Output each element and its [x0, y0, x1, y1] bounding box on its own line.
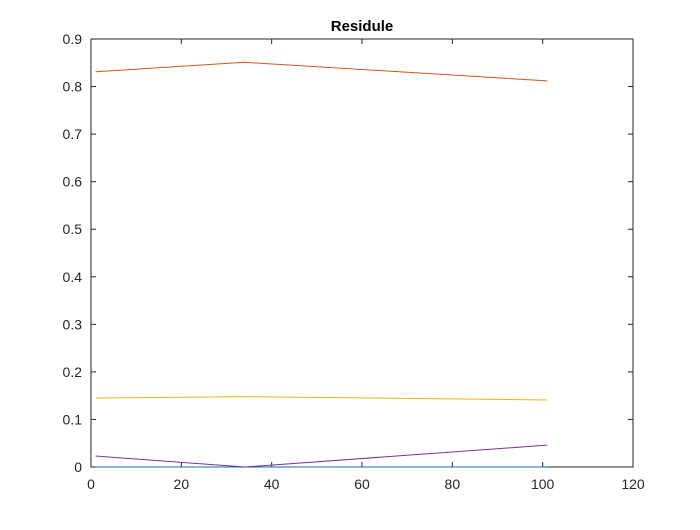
- y-tick-label: 0.4: [63, 269, 83, 285]
- x-tick-label: 20: [174, 476, 190, 492]
- y-tick-label: 0.2: [63, 364, 83, 380]
- y-tick-label: 0.6: [63, 174, 83, 190]
- series-line-2: [95, 61, 548, 82]
- chart-title: Residule: [331, 18, 394, 35]
- y-tick-label: 0.9: [63, 31, 83, 47]
- x-tick-label: 100: [531, 476, 555, 492]
- y-tick-label: 0.3: [63, 316, 83, 332]
- series-line-4: [95, 444, 548, 468]
- y-tick-label: 0: [74, 459, 82, 475]
- labels-layer: 0 20 40 60 80 100 120 0 0.1 0.2 0.3 0.4 0.5 0.6 0.7 0.8…: [63, 31, 645, 492]
- y-tick-label: 0.1: [63, 411, 83, 427]
- y-tick-label: 0.8: [63, 79, 83, 95]
- y-tick-label: 0.5: [63, 221, 83, 237]
- series-line-3: [95, 396, 548, 401]
- ticks-layer: [90, 38, 634, 468]
- x-tick-label: 0: [87, 476, 95, 492]
- x-tick-label: 60: [354, 476, 370, 492]
- x-tick-label: 80: [445, 476, 461, 492]
- plot-area: [90, 38, 634, 468]
- series-layer: [95, 61, 548, 468]
- x-tick-label: 40: [264, 476, 280, 492]
- x-tick-label: 120: [621, 476, 645, 492]
- y-tick-label: 0.7: [63, 126, 83, 142]
